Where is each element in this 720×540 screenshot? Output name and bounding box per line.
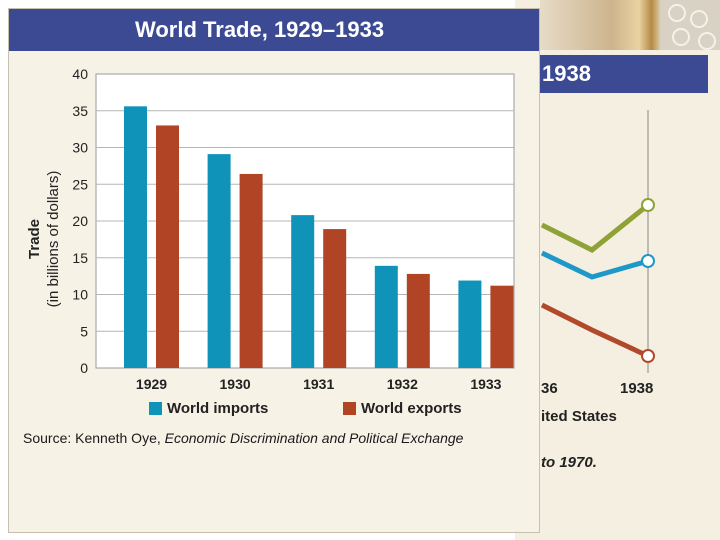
bar-world-imports-1930 (207, 154, 231, 368)
y-axis-title: Trade (26, 219, 43, 259)
bar-world-imports-1931 (291, 215, 315, 368)
source-citation: Source: Kenneth Oye, Economic Discrimina… (23, 430, 463, 446)
y-tick-label: 40 (72, 66, 88, 82)
y-axis-subtitle: (in billions of dollars) (45, 171, 62, 308)
background-series-point-green (641, 198, 655, 212)
legend-swatch-imports (149, 402, 162, 415)
background-series-line-red (540, 302, 650, 359)
bar-world-exports-1932 (406, 273, 430, 368)
legend-swatch-exports (343, 402, 356, 415)
y-tick-label: 5 (80, 323, 88, 339)
x-tick-label: 1930 (220, 376, 251, 392)
background-tick-label: 36 (541, 380, 558, 397)
y-tick-label: 0 (80, 360, 88, 376)
bar-chart: 0 5 10 15 20 25 30 35 40 1929 1930 1931 1932 1933 Tra… (26, 66, 515, 392)
background-series-point-blue (641, 254, 655, 268)
bar-world-imports-1933 (458, 280, 482, 368)
y-tick-label: 10 (72, 287, 88, 303)
x-tick-label: 1933 (470, 376, 501, 392)
y-tick-label: 30 (72, 140, 88, 156)
y-tick-label: 25 (72, 176, 88, 192)
source-title: Economic Discrimination and Political Ex… (164, 430, 464, 446)
y-tick-label: 35 (72, 103, 88, 119)
y-tick-label: 15 (72, 250, 88, 266)
background-chart-paper (540, 93, 708, 533)
x-tick-label: 1931 (303, 376, 334, 392)
legend-label: World exports (361, 400, 462, 417)
bar-world-exports-1929 (156, 125, 179, 368)
chart-title: World Trade, 1929–1933 (135, 17, 385, 42)
chart-header: World Trade, 1929–1933 (9, 9, 539, 51)
background-chart-header: 1938 (540, 55, 708, 93)
chart-card: World Trade, 1929–1933 0 5 10 15 20 25 30 35 40 1… (8, 8, 540, 533)
background-subtitle: ited States (541, 408, 617, 425)
legend-label: World imports (167, 400, 269, 417)
bar-world-imports-1929 (124, 106, 147, 368)
background-tick-label: 1938 (620, 380, 654, 397)
background-series-line-blue (540, 250, 649, 280)
bar-world-exports-1931 (323, 229, 347, 368)
bar-world-imports-1932 (374, 265, 398, 368)
x-tick-label: 1932 (387, 376, 418, 392)
bar-world-exports-1930 (239, 173, 263, 368)
background-series-point-red (641, 349, 655, 363)
background-note: to 1970. (541, 454, 597, 471)
x-tick-label: 1929 (136, 376, 167, 392)
y-tick-label: 20 (72, 213, 88, 229)
background-line-chart (540, 110, 655, 373)
legend-item-world-exports: World exports (343, 400, 462, 417)
background-series-line-green (540, 203, 650, 253)
bar-world-exports-1933 (490, 285, 514, 368)
background-flower-pattern (660, 0, 720, 50)
source-prefix: Source: Kenneth Oye, (23, 430, 165, 446)
legend-item-world-imports: World imports (149, 400, 268, 417)
